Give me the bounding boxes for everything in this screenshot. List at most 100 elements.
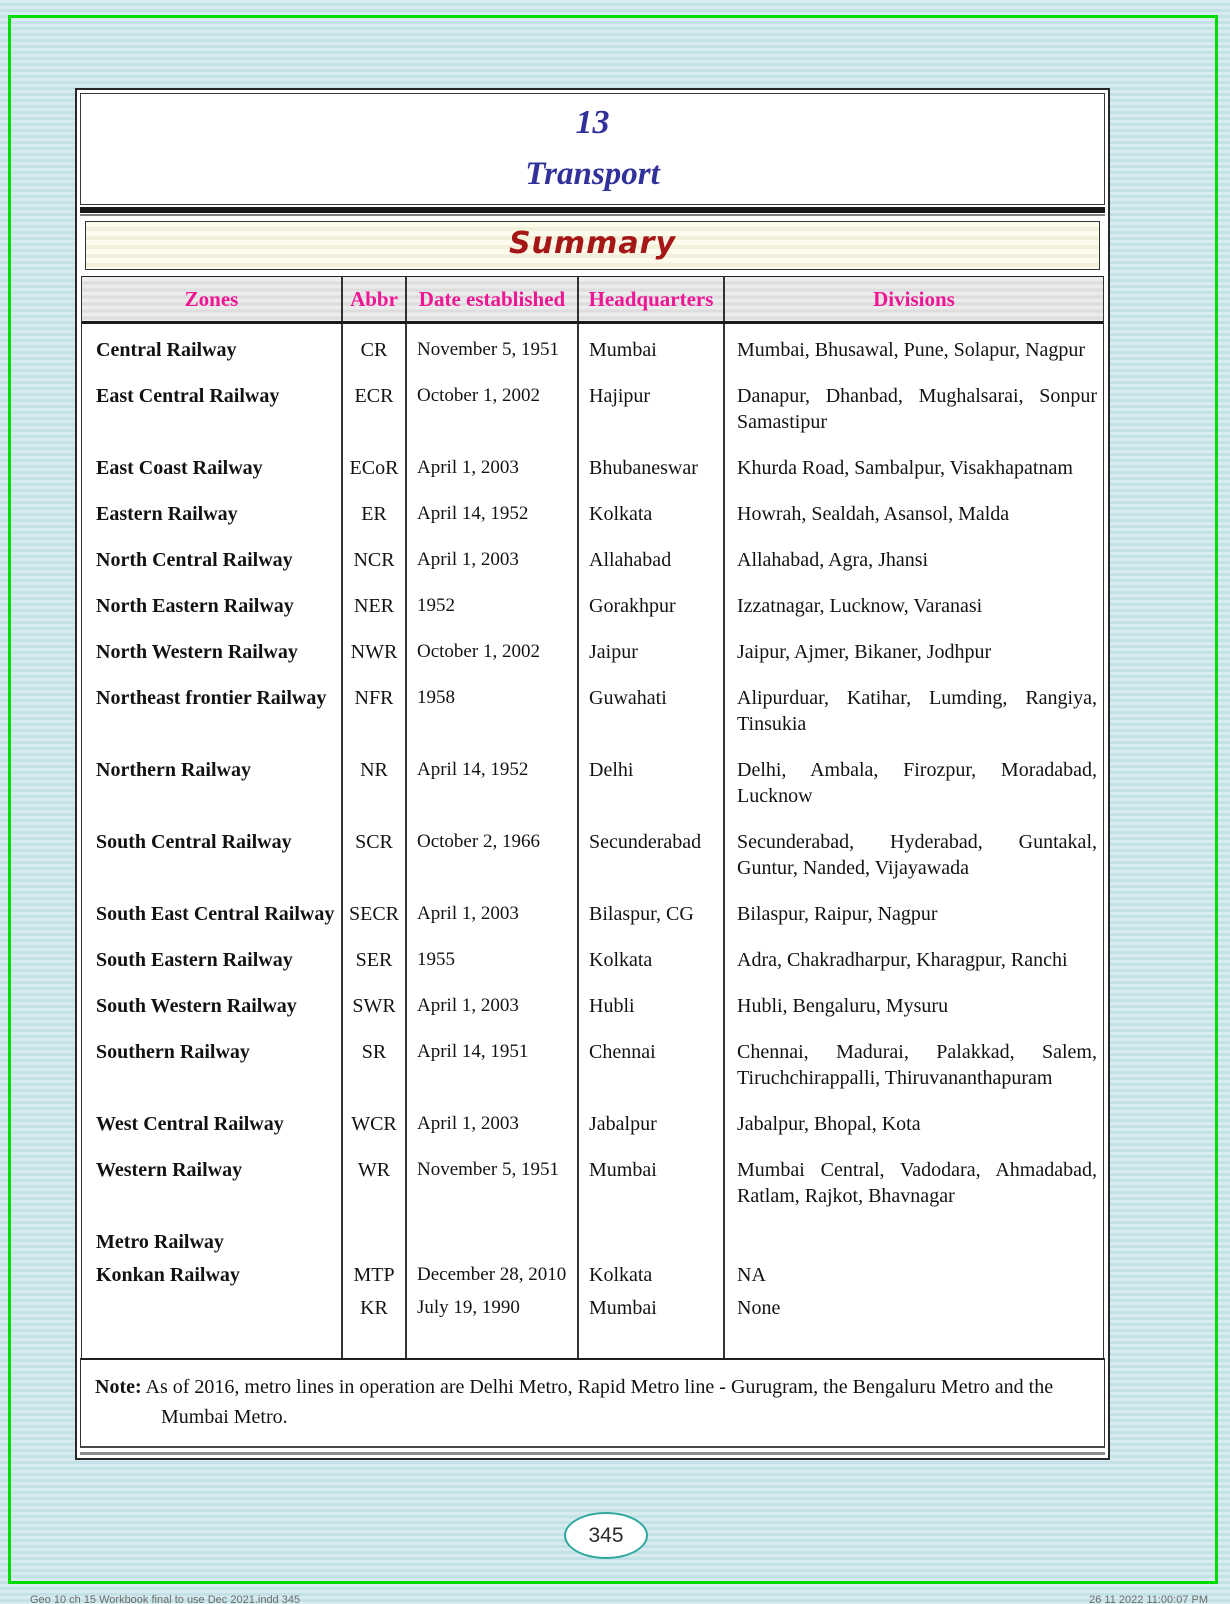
table-row: Western Railway WR November 5, 1951 Mumbai M… [82,1157,1103,1229]
cell-abbr: WCR [341,1111,406,1157]
cell-zone: Metro Railway [96,1231,224,1253]
table-row: Metro Railway [82,1229,1103,1262]
cell-divisions: Khurda Road, Sambalpur, Visakhapatnam [723,455,1103,501]
column-header-date-established: Date established [405,276,578,324]
cell-date: April 1, 2003 [405,547,578,593]
cell-hq: Gorakhpur [577,593,724,639]
heavy-divider-rule [80,207,1105,213]
note-text: Note: As of 2016, metro lines in operati… [95,1372,1090,1432]
cell-date: October 2, 1966 [405,829,578,901]
table-row: North Western Railway NWR October 1, 2002 J… [82,639,1103,685]
cell-abbr: SECR [341,901,406,947]
cell-divisions: Jabalpur, Bhopal, Kota [723,1111,1103,1157]
cell-abbr: SWR [341,993,406,1039]
cell-zone: North Central Railway [96,549,293,571]
content-box: 13 Transport Summary Zones Abbr Date estab… [75,88,1110,1460]
zones-table-wrap: Zones Abbr Date established Headquarters Div… [81,276,1104,1358]
cell-divisions: NA [723,1262,1103,1295]
cell-abbr: NCR [341,547,406,593]
table-spacer-row [82,1328,1103,1358]
cell-divisions: Allahabad, Agra, Jhansi [723,547,1103,593]
spacer-cell [577,1328,724,1358]
cell-divisions: Izzatnagar, Lucknow, Varanasi [723,593,1103,639]
column-header-zones: Zones [82,276,342,324]
table-row: Konkan Railway MTP December 28, 2010 Kolkat… [82,1262,1103,1295]
cell-abbr: NR [341,757,406,829]
cell-hq: Kolkata [577,501,724,547]
thin-divider-rule [80,214,1105,216]
cell-divisions: Jaipur, Ajmer, Bikaner, Jodhpur [723,639,1103,685]
table-row: South Eastern Railway SER 1955 Kolkata Adra,… [82,947,1103,993]
cell-abbr: ECoR [341,455,406,501]
table-row: East Central Railway ECR October 1, 2002 Ha… [82,383,1103,455]
cell-date: April 1, 2003 [405,455,578,501]
chapter-title: Transport [525,156,660,192]
page-number-oval: 345 [564,1512,648,1559]
cell-abbr: NER [341,593,406,639]
summary-title: Summary [508,226,677,261]
cell-abbr: SER [341,947,406,993]
cell-date: April 1, 2003 [405,901,578,947]
cell-zone: Konkan Railway [96,1264,240,1286]
zones-table: Zones Abbr Date established Headquarters Div… [82,276,1103,1358]
cell-zone: South East Central Railway [96,903,335,925]
cell-zone: West Central Railway [96,1113,284,1135]
cell-zone: Northeast frontier Railway [96,687,327,709]
spacer-cell [341,1328,406,1358]
cell-date: April 14, 1951 [405,1039,578,1111]
cell-divisions: Alipurduar, Katihar, Lumding, Rangiya, T… [723,685,1103,757]
cell-divisions: Mumbai, Bhusawal, Pune, Solapur, Nagpur [723,322,1103,383]
cell-divisions: Danapur, Dhanbad, Mughalsarai, Sonpur Sa… [723,383,1103,455]
cell-date: November 5, 1951 [405,1157,578,1229]
table-head: Zones Abbr Date established Headquarters Div… [82,276,1103,324]
footer-left-text: Geo 10 ch 15 Workbook final to use Dec 2… [30,1594,301,1604]
cell-hq: Secunderabad [577,829,724,901]
cell-hq: Mumbai [577,322,724,383]
table-row: North Central Railway NCR April 1, 2003 All… [82,547,1103,593]
cell-zone: East Central Railway [96,385,280,407]
cell-hq: Jabalpur [577,1111,724,1157]
table-row: Northern Railway NR April 14, 1952 Delhi Del… [82,757,1103,829]
spacer-cell [723,1328,1103,1358]
table-row: KR July 19, 1990 Mumbai None [82,1295,1103,1328]
table-row: South Western Railway SWR April 1, 2003 Hub… [82,993,1103,1039]
cell-abbr: ECR [341,383,406,455]
cell-abbr: SR [341,1039,406,1111]
cell-hq: Guwahati [577,685,724,757]
page-number: 345 [588,1523,624,1547]
cell-abbr [341,1229,406,1262]
cell-zone: South Eastern Railway [96,949,293,971]
cell-zone: Eastern Railway [96,503,238,525]
cell-hq: Kolkata [577,947,724,993]
cell-divisions: Bilaspur, Raipur, Nagpur [723,901,1103,947]
cell-zone: Southern Railway [96,1041,250,1063]
cell-divisions: Secunderabad, Hyderabad, Guntakal, Guntu… [723,829,1103,901]
cell-hq: Mumbai [577,1157,724,1229]
cell-divisions: Chennai, Madurai, Palakkad, Salem, Tiruc… [723,1039,1103,1111]
cell-abbr: SCR [341,829,406,901]
cell-date: April 1, 2003 [405,1111,578,1157]
cell-hq: Allahabad [577,547,724,593]
cell-date: November 5, 1951 [405,322,578,383]
cell-zone [82,1295,342,1328]
cell-hq: Hubli [577,993,724,1039]
cell-hq [577,1229,724,1262]
table-row: Central Railway CR November 5, 1951 Mumbai M… [82,322,1103,383]
cell-divisions: None [723,1295,1103,1328]
cell-abbr: KR [341,1295,406,1328]
bottom-rule [80,1452,1105,1455]
cell-hq: Bhubaneswar [577,455,724,501]
table-header-row: Zones Abbr Date established Headquarters Div… [82,276,1103,324]
chapter-number: 13 [575,104,610,141]
spacer-cell [405,1328,578,1358]
cell-zone: Northern Railway [96,759,251,781]
cell-divisions [723,1229,1103,1262]
note-body: As of 2016, metro lines in operation are… [145,1376,1054,1428]
cell-zone: North Eastern Railway [96,595,294,617]
cell-hq: Bilaspur, CG [577,901,724,947]
table-row: South East Central Railway SECR April 1, 2… [82,901,1103,947]
cell-abbr: NFR [341,685,406,757]
cell-zone: South Western Railway [96,995,297,1017]
cell-date: 1958 [405,685,578,757]
